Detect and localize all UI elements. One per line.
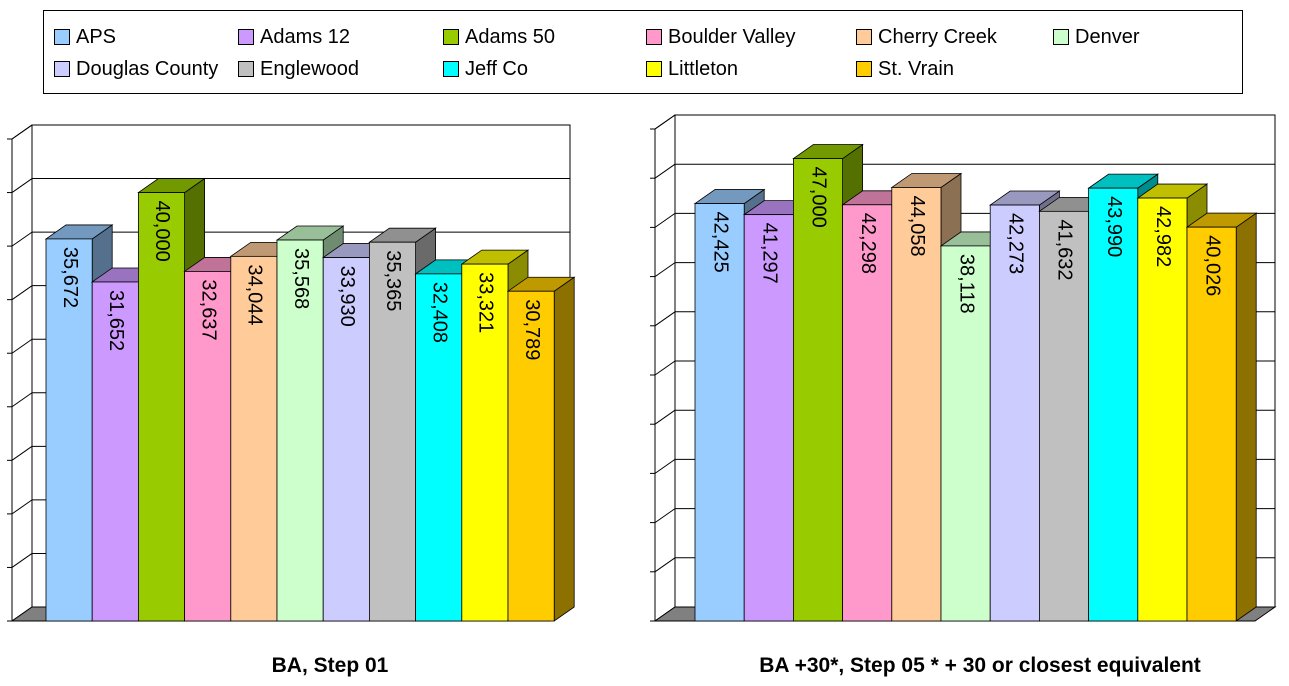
right-data-label: 42,425: [709, 212, 731, 273]
left-side-gridline: [11, 338, 33, 354]
legend-label: Denver: [1075, 25, 1140, 48]
right-data-label: 42,982: [1152, 206, 1174, 267]
legend-label: Adams 50: [465, 25, 556, 48]
right-bar: [743, 214, 794, 622]
legend-swatch: [238, 61, 254, 77]
left-bar: [507, 290, 555, 622]
legend-label: Littleton: [668, 57, 739, 80]
legend-swatch: [1053, 29, 1069, 45]
legend-swatch: [443, 61, 459, 77]
left-bar: [230, 255, 278, 622]
right-bar: [793, 158, 844, 622]
legend-label: Jeff Co: [465, 57, 528, 80]
legend-swatch: [646, 29, 662, 45]
right-wall-edge: [654, 114, 676, 130]
right-bar-side: [1235, 212, 1257, 622]
legend-item: Jeff Co: [443, 57, 528, 81]
legend-swatch: [54, 61, 70, 77]
chart-legend: APS Adams 12 Adams 50 Boulder Valley Cherry …: [43, 10, 1243, 94]
left-side-gridline: [11, 178, 33, 193]
left-data-label: 40,000: [151, 201, 173, 262]
right-bar: [1186, 226, 1237, 622]
left-side-gridline: [11, 285, 33, 301]
left-bar: [45, 238, 93, 622]
legend-item: Douglas County: [54, 57, 218, 81]
left-side-gridline: [11, 392, 33, 408]
right-side-gridline: [654, 262, 676, 278]
legend-item: Boulder Valley: [646, 25, 795, 49]
legend-label: Douglas County: [76, 57, 219, 80]
left-side-gridline: [11, 553, 33, 568]
right-bar: [1137, 197, 1188, 622]
legend-swatch: [646, 61, 662, 77]
legend-swatch: [856, 61, 872, 77]
left-bar: [415, 273, 463, 622]
right-data-label: 43,990: [1103, 196, 1125, 257]
left-side-gridline: [11, 499, 33, 515]
legend-label: St. Vrain: [878, 57, 954, 80]
right-data-label: 41,297: [759, 223, 781, 284]
left-wall-edge: [11, 124, 33, 140]
legend-swatch: [856, 29, 872, 45]
right-bar: [989, 204, 1040, 622]
right-bar: [891, 187, 942, 622]
left-bar: [137, 192, 185, 622]
right-bar: [694, 203, 745, 622]
left-data-label: 30,789: [521, 299, 543, 360]
right-data-label: 42,273: [1005, 213, 1027, 274]
legend-item: Littleton: [646, 57, 738, 81]
right-bar: [842, 204, 893, 622]
legend-item: APS: [54, 25, 116, 49]
legend-swatch: [443, 29, 459, 45]
right-data-label: 42,298: [857, 213, 879, 274]
left-data-label: 34,044: [244, 264, 266, 325]
right-side-gridline: [654, 409, 676, 425]
legend-label: Adams 12: [260, 25, 351, 48]
right-side-gridline: [654, 163, 676, 179]
right-data-label: 38,118: [955, 254, 977, 314]
right-side-gridline: [654, 557, 676, 573]
left-data-label: 32,637: [197, 279, 219, 340]
left-data-label: 31,652: [105, 290, 127, 351]
legend-label: Cherry Creek: [878, 25, 997, 48]
left-data-label: 33,321: [475, 272, 497, 333]
legend-item: St. Vrain: [856, 57, 954, 81]
right-bar: [1088, 187, 1139, 622]
chart-left-caption: BA, Step 01: [271, 654, 389, 677]
legend-label: Englewood: [260, 57, 359, 80]
legend-item: Adams 50: [443, 25, 555, 49]
right-bar: [940, 245, 991, 622]
left-side-gridline: [11, 445, 33, 461]
left-data-label: 32,408: [428, 282, 450, 343]
right-data-label: 41,632: [1054, 219, 1076, 280]
legend-item: Denver: [1053, 25, 1139, 49]
right-side-gridline: [654, 360, 676, 376]
legend-item: Adams 12: [238, 25, 350, 49]
right-data-label: 44,058: [906, 195, 928, 256]
left-side-gridline: [11, 231, 33, 247]
right-data-label: 40,026: [1201, 235, 1223, 296]
right-side-gridline: [654, 508, 676, 524]
left-bar: [276, 239, 324, 622]
right-side-gridline: [654, 311, 676, 327]
left-data-label: 35,672: [59, 247, 81, 308]
legend-label: Boulder Valley: [668, 25, 796, 48]
right-side-gridline: [654, 458, 676, 474]
legend-label: APS: [76, 25, 117, 48]
left-data-label: 35,365: [382, 250, 404, 311]
right-side-gridline: [654, 212, 676, 228]
legend-item: Englewood: [238, 57, 359, 81]
left-bar: [91, 281, 139, 622]
right-data-label: 47,000: [808, 167, 830, 228]
chart-right-caption: BA +30*, Step 05 * + 30 or closest equiv…: [759, 654, 1201, 677]
left-data-label: 35,568: [290, 248, 312, 309]
left-bar: [184, 271, 232, 622]
legend-swatch: [238, 29, 254, 45]
legend-item: Cherry Creek: [856, 25, 997, 49]
legend-swatch: [54, 29, 70, 45]
left-data-label: 33,930: [336, 266, 358, 327]
